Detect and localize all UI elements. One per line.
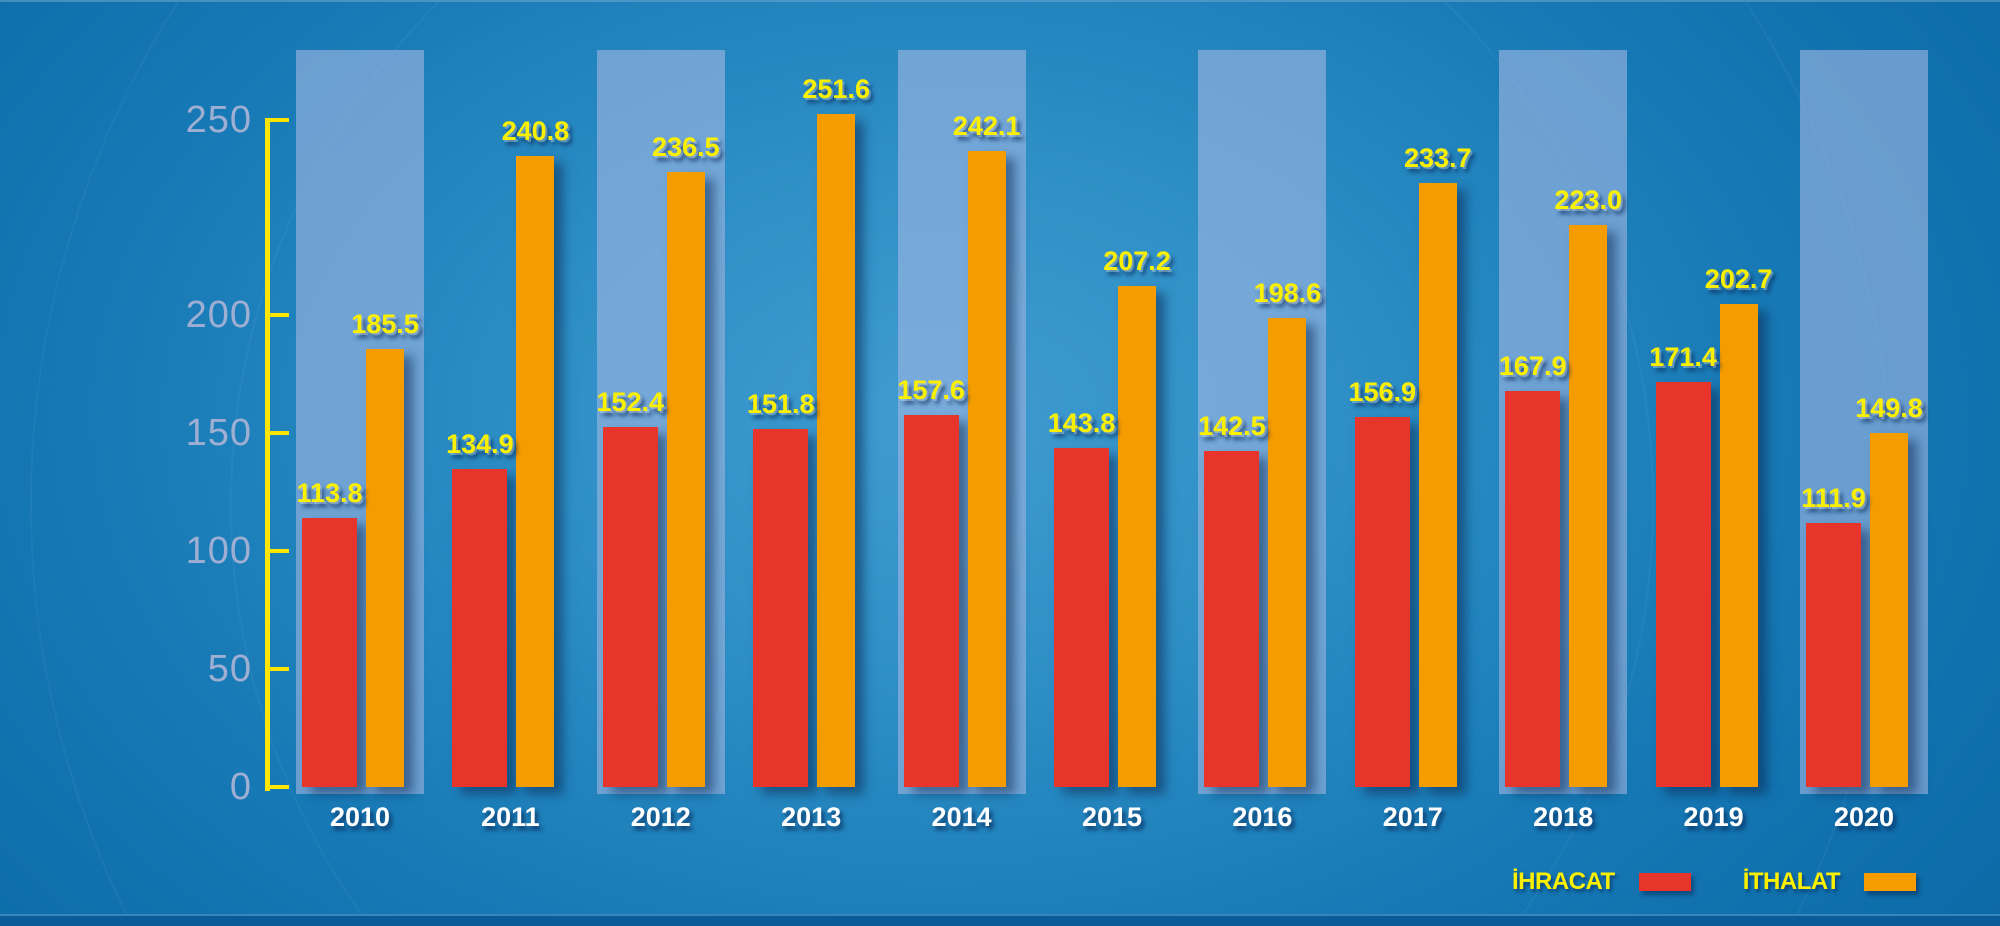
x-axis-label-2018: 2018 [1533, 802, 1594, 832]
value-label-ihracat-2015: 143.8 [1047, 407, 1116, 438]
value-label-ihracat-2012: 152.4 [596, 387, 665, 418]
bar-ihracat-2017 [1354, 416, 1410, 787]
value-label-ihracat-2016: 142.5 [1198, 410, 1266, 441]
value-label-ihracat-2013: 151.8 [746, 388, 815, 419]
y-axis-tick-label: 50 [207, 648, 252, 690]
y-axis-tick-label: 250 [185, 99, 252, 141]
value-label-ithalat-2012: 236.5 [652, 132, 720, 163]
bar-ithalat-2012 [666, 172, 705, 787]
legend-label-ithalat: İTHALAT [1742, 868, 1841, 895]
bar-ithalat-2016 [1268, 318, 1307, 787]
y-axis-tick [265, 313, 289, 317]
value-label-ithalat-2017: 233.7 [1404, 143, 1472, 174]
value-label-ihracat-2018: 167.9 [1498, 350, 1567, 381]
value-label-ihracat-2019: 171.4 [1649, 342, 1717, 373]
value-label-ihracat-2011: 134.9 [446, 428, 514, 459]
legend-label-ihracat: İHRACAT [1512, 868, 1615, 895]
x-axis-label-2014: 2014 [931, 802, 992, 832]
legend-item-ithalat: İTHALAT [1742, 868, 1917, 896]
x-axis-label-2017: 2017 [1382, 802, 1443, 832]
bar-ithalat-2010 [366, 349, 404, 787]
legend: İHRACAT İTHALAT [1512, 860, 1917, 904]
bar-ithalat-2013 [817, 113, 856, 787]
legend-swatch-ihracat-red [1638, 873, 1691, 891]
value-label-ithalat-2010: 185.5 [351, 309, 419, 340]
bar-ihracat-2010 [302, 518, 357, 787]
bar-ihracat-2018 [1505, 390, 1561, 787]
bar-ithalat-2011 [516, 155, 555, 787]
value-label-ihracat-2010: 113.8 [296, 478, 363, 509]
bottom-strip [0, 914, 2000, 926]
value-label-ithalat-2016: 198.6 [1253, 278, 1322, 309]
bar-ihracat-2015 [1054, 447, 1109, 787]
y-axis-tick-label: 100 [185, 530, 252, 572]
x-axis-label-2020: 2020 [1833, 802, 1895, 832]
y-axis-tick-label: 0 [229, 766, 252, 808]
x-axis-label-2015: 2015 [1081, 802, 1143, 832]
bar-ithalat-2020 [1870, 433, 1908, 787]
bar-ihracat-2011 [452, 468, 508, 787]
value-label-ithalat-2013: 251.6 [802, 73, 870, 104]
bar-ithalat-2014 [967, 150, 1006, 787]
bar-ihracat-2012 [602, 427, 658, 787]
x-axis-label-2019: 2019 [1683, 802, 1744, 832]
value-label-ithalat-2020: 149.8 [1855, 393, 1923, 424]
bar-ithalat-2018 [1569, 224, 1608, 787]
bar-ihracat-2016 [1204, 450, 1260, 787]
y-axis-tick-label: 200 [185, 294, 252, 336]
y-axis-tick [265, 549, 289, 553]
value-label-ithalat-2018: 223.0 [1554, 184, 1622, 215]
legend-item-ihracat: İHRACAT [1512, 868, 1691, 896]
bar-ithalat-2015 [1118, 286, 1156, 787]
value-label-ithalat-2015: 207.2 [1103, 246, 1171, 277]
bar-ithalat-2019 [1719, 303, 1758, 787]
y-axis-tick [265, 667, 289, 671]
x-axis-label-2016: 2016 [1232, 802, 1293, 832]
y-axis-tick-label: 150 [185, 412, 252, 454]
value-label-ithalat-2019: 202.7 [1704, 263, 1773, 294]
y-axis-tick [265, 118, 289, 122]
x-axis-label-2011: 2011 [481, 802, 540, 832]
bar-ihracat-2019 [1655, 382, 1711, 787]
bar-ihracat-2014 [903, 415, 959, 787]
bar-ihracat-2020 [1806, 522, 1861, 787]
y-axis-line [265, 120, 270, 791]
x-axis-label-2012: 2012 [630, 802, 691, 832]
y-axis-tick [265, 785, 289, 789]
value-label-ihracat-2020: 111.9 [1801, 482, 1866, 513]
x-axis-label-2013: 2013 [781, 802, 842, 832]
value-label-ihracat-2017: 156.9 [1348, 376, 1417, 407]
y-axis-tick [265, 431, 289, 435]
legend-swatch-ithalat-orange [1864, 873, 1917, 891]
x-axis-label-2010: 2010 [329, 802, 391, 832]
bar-ihracat-2013 [753, 428, 809, 787]
value-label-ithalat-2014: 242.1 [952, 110, 1021, 141]
value-label-ihracat-2014: 157.6 [897, 375, 965, 406]
value-label-ithalat-2011: 240.8 [501, 115, 570, 146]
bar-ithalat-2017 [1418, 183, 1457, 787]
